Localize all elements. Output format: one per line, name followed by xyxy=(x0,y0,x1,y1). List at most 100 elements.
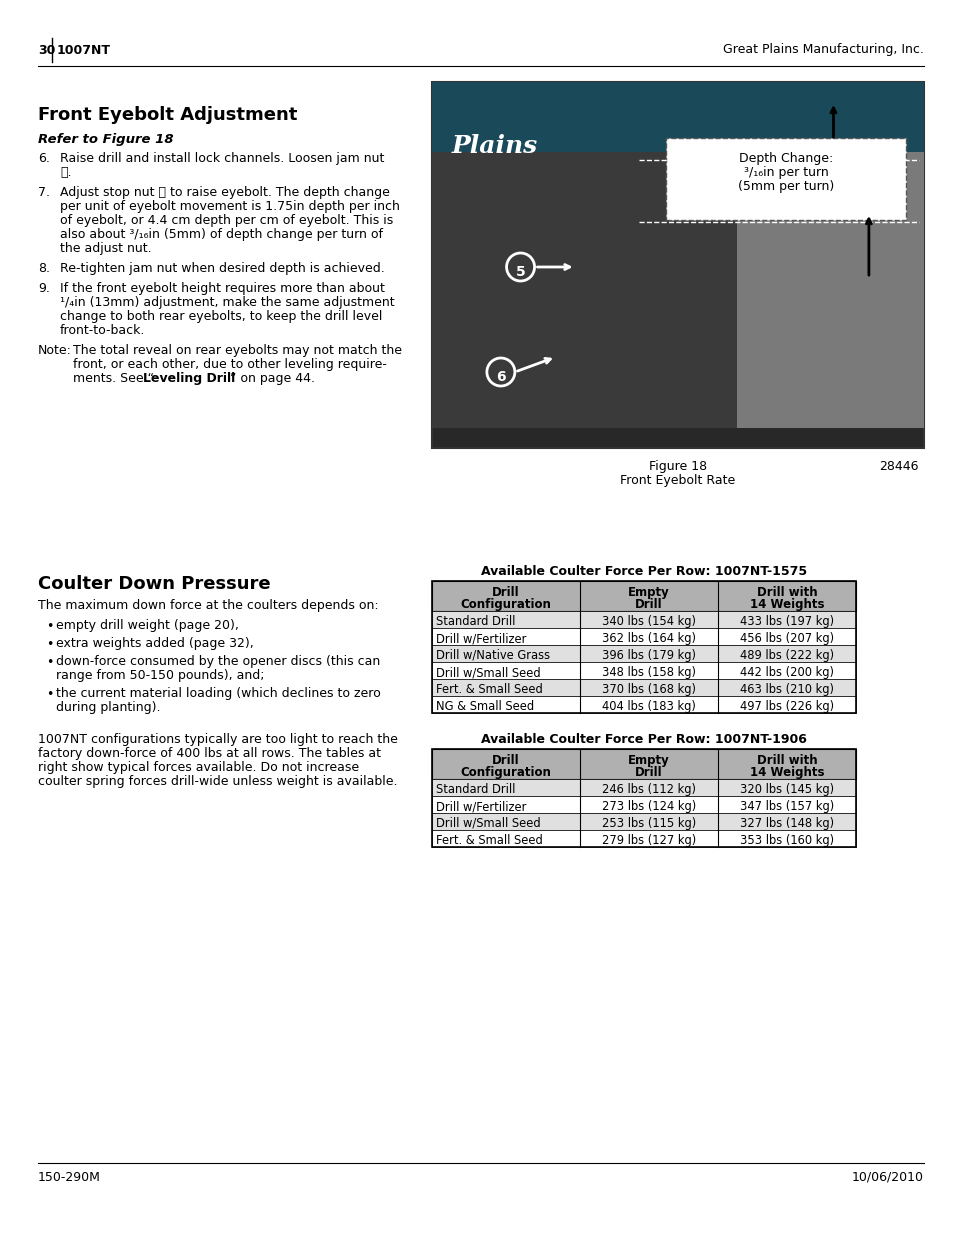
Text: 327 lbs (148 kg): 327 lbs (148 kg) xyxy=(740,818,833,830)
Text: 9.: 9. xyxy=(38,282,50,295)
Bar xyxy=(432,679,855,697)
Text: 279 lbs (127 kg): 279 lbs (127 kg) xyxy=(601,834,696,847)
Text: 463 lbs (210 kg): 463 lbs (210 kg) xyxy=(740,683,833,697)
Bar xyxy=(432,779,855,797)
Text: ¹/₄in (13mm) adjustment, make the same adjustment: ¹/₄in (13mm) adjustment, make the same a… xyxy=(60,296,395,309)
Bar xyxy=(432,82,923,448)
Text: Fert. & Small Seed: Fert. & Small Seed xyxy=(436,834,542,847)
Text: Drill: Drill xyxy=(635,598,662,611)
Bar xyxy=(432,813,855,830)
Text: If the front eyebolt height requires more than about: If the front eyebolt height requires mor… xyxy=(60,282,384,295)
Text: •: • xyxy=(46,638,53,651)
Text: 348 lbs (158 kg): 348 lbs (158 kg) xyxy=(601,666,696,679)
Bar xyxy=(432,82,923,152)
Text: 362 lbs (164 kg): 362 lbs (164 kg) xyxy=(601,632,696,645)
Text: Drill w/Native Grass: Drill w/Native Grass xyxy=(436,650,550,662)
FancyBboxPatch shape xyxy=(665,138,905,220)
Text: Drill w/Small Seed: Drill w/Small Seed xyxy=(436,666,540,679)
Text: Note:: Note: xyxy=(38,345,71,357)
Text: Standard Drill: Standard Drill xyxy=(436,615,515,629)
Bar xyxy=(432,830,855,847)
Text: 489 lbs (222 kg): 489 lbs (222 kg) xyxy=(740,650,833,662)
Text: The total reveal on rear eyebolts may not match the: The total reveal on rear eyebolts may no… xyxy=(73,345,401,357)
Text: extra weights added (page 32),: extra weights added (page 32), xyxy=(56,637,253,650)
Text: 497 lbs (226 kg): 497 lbs (226 kg) xyxy=(740,700,833,713)
Text: Drill with: Drill with xyxy=(756,755,817,767)
Text: 396 lbs (179 kg): 396 lbs (179 kg) xyxy=(601,650,696,662)
Text: Fert. & Small Seed: Fert. & Small Seed xyxy=(436,683,542,697)
Bar xyxy=(432,580,855,611)
Text: factory down-force of 400 lbs at all rows. The tables at: factory down-force of 400 lbs at all row… xyxy=(38,747,380,760)
Text: 370 lbs (168 kg): 370 lbs (168 kg) xyxy=(601,683,696,697)
Text: 433 lbs (197 kg): 433 lbs (197 kg) xyxy=(740,615,833,629)
Bar xyxy=(737,152,923,429)
Text: Drill w/Fertilizer: Drill w/Fertilizer xyxy=(436,632,526,645)
Text: 456 lbs (207 kg): 456 lbs (207 kg) xyxy=(740,632,833,645)
Text: per unit of eyebolt movement is 1.75in depth per inch: per unit of eyebolt movement is 1.75in d… xyxy=(60,200,399,212)
Text: Front Eyebolt Adjustment: Front Eyebolt Adjustment xyxy=(38,106,297,124)
Text: range from 50-150 pounds), and;: range from 50-150 pounds), and; xyxy=(56,669,264,682)
Text: coulter spring forces drill-wide unless weight is available.: coulter spring forces drill-wide unless … xyxy=(38,776,397,788)
Text: 14 Weights: 14 Weights xyxy=(749,598,823,611)
Bar xyxy=(432,645,855,662)
Text: 253 lbs (115 kg): 253 lbs (115 kg) xyxy=(601,818,696,830)
Text: Drill w/Fertilizer: Drill w/Fertilizer xyxy=(436,800,526,813)
Text: 1007NT configurations typically are too light to reach the: 1007NT configurations typically are too … xyxy=(38,734,397,746)
Text: Front Eyebolt Rate: Front Eyebolt Rate xyxy=(619,474,735,487)
Text: 8.: 8. xyxy=(38,262,50,275)
Text: Standard Drill: Standard Drill xyxy=(436,783,515,797)
Text: change to both rear eyebolts, to keep the drill level: change to both rear eyebolts, to keep th… xyxy=(60,310,382,324)
Text: Plains: Plains xyxy=(452,135,537,158)
Text: 442 lbs (200 kg): 442 lbs (200 kg) xyxy=(740,666,833,679)
Text: Available Coulter Force Per Row: 1007NT-1575: Available Coulter Force Per Row: 1007NT-… xyxy=(480,564,806,578)
Text: •: • xyxy=(46,656,53,669)
Text: empty drill weight (page 20),: empty drill weight (page 20), xyxy=(56,619,238,632)
Text: 246 lbs (112 kg): 246 lbs (112 kg) xyxy=(601,783,696,797)
Text: during planting).: during planting). xyxy=(56,701,160,714)
Text: 404 lbs (183 kg): 404 lbs (183 kg) xyxy=(601,700,695,713)
Text: 10/06/2010: 10/06/2010 xyxy=(851,1171,923,1184)
Text: 320 lbs (145 kg): 320 lbs (145 kg) xyxy=(740,783,833,797)
Text: the current material loading (which declines to zero: the current material loading (which decl… xyxy=(56,687,380,700)
Text: •: • xyxy=(46,688,53,701)
Text: •: • xyxy=(46,620,53,634)
Bar xyxy=(432,697,855,713)
Text: front, or each other, due to other leveling require-: front, or each other, due to other level… xyxy=(73,358,387,370)
Text: Figure 18: Figure 18 xyxy=(648,459,706,473)
Text: of eyebolt, or 4.4 cm depth per cm of eyebolt. This is: of eyebolt, or 4.4 cm depth per cm of ey… xyxy=(60,214,393,227)
Text: Re-tighten jam nut when desired depth is achieved.: Re-tighten jam nut when desired depth is… xyxy=(60,262,384,275)
Text: ” on page 44.: ” on page 44. xyxy=(230,372,314,385)
Text: 150-290M: 150-290M xyxy=(38,1171,101,1184)
Text: ments. See “: ments. See “ xyxy=(73,372,153,385)
Text: the adjust nut.: the adjust nut. xyxy=(60,242,152,254)
Text: 273 lbs (124 kg): 273 lbs (124 kg) xyxy=(601,800,696,813)
Text: Configuration: Configuration xyxy=(460,766,551,779)
Text: Coulter Down Pressure: Coulter Down Pressure xyxy=(38,576,271,593)
Text: Leveling Drill: Leveling Drill xyxy=(143,372,235,385)
Text: Empty: Empty xyxy=(627,585,669,599)
Text: ⓔ.: ⓔ. xyxy=(60,165,71,179)
Bar xyxy=(432,580,855,713)
Text: 7.: 7. xyxy=(38,186,50,199)
Text: front-to-back.: front-to-back. xyxy=(60,324,145,337)
Text: Great Plains Manufacturing, Inc.: Great Plains Manufacturing, Inc. xyxy=(722,43,923,57)
Text: (5mm per turn): (5mm per turn) xyxy=(738,180,834,193)
Text: The maximum down force at the coulters depends on:: The maximum down force at the coulters d… xyxy=(38,599,378,613)
Text: right show typical forces available. Do not increase: right show typical forces available. Do … xyxy=(38,761,358,774)
Text: 1007NT: 1007NT xyxy=(57,43,111,57)
Bar xyxy=(432,748,855,779)
Bar xyxy=(432,797,855,813)
Text: 14 Weights: 14 Weights xyxy=(749,766,823,779)
Text: NG & Small Seed: NG & Small Seed xyxy=(436,700,534,713)
Text: 347 lbs (157 kg): 347 lbs (157 kg) xyxy=(740,800,833,813)
Bar xyxy=(432,611,855,629)
Text: also about ³/₁₆in (5mm) of depth change per turn of: also about ³/₁₆in (5mm) of depth change … xyxy=(60,228,382,241)
Text: Adjust stop nut ⓕ to raise eyebolt. The depth change: Adjust stop nut ⓕ to raise eyebolt. The … xyxy=(60,186,390,199)
Text: ³/₁₆in per turn: ³/₁₆in per turn xyxy=(743,165,828,179)
Text: 6: 6 xyxy=(496,370,505,384)
Text: 340 lbs (154 kg): 340 lbs (154 kg) xyxy=(601,615,696,629)
Text: Drill: Drill xyxy=(492,585,519,599)
Text: Refer to Figure 18: Refer to Figure 18 xyxy=(38,133,173,146)
Text: Drill with: Drill with xyxy=(756,585,817,599)
Text: down-force consumed by the opener discs (this can: down-force consumed by the opener discs … xyxy=(56,655,380,668)
